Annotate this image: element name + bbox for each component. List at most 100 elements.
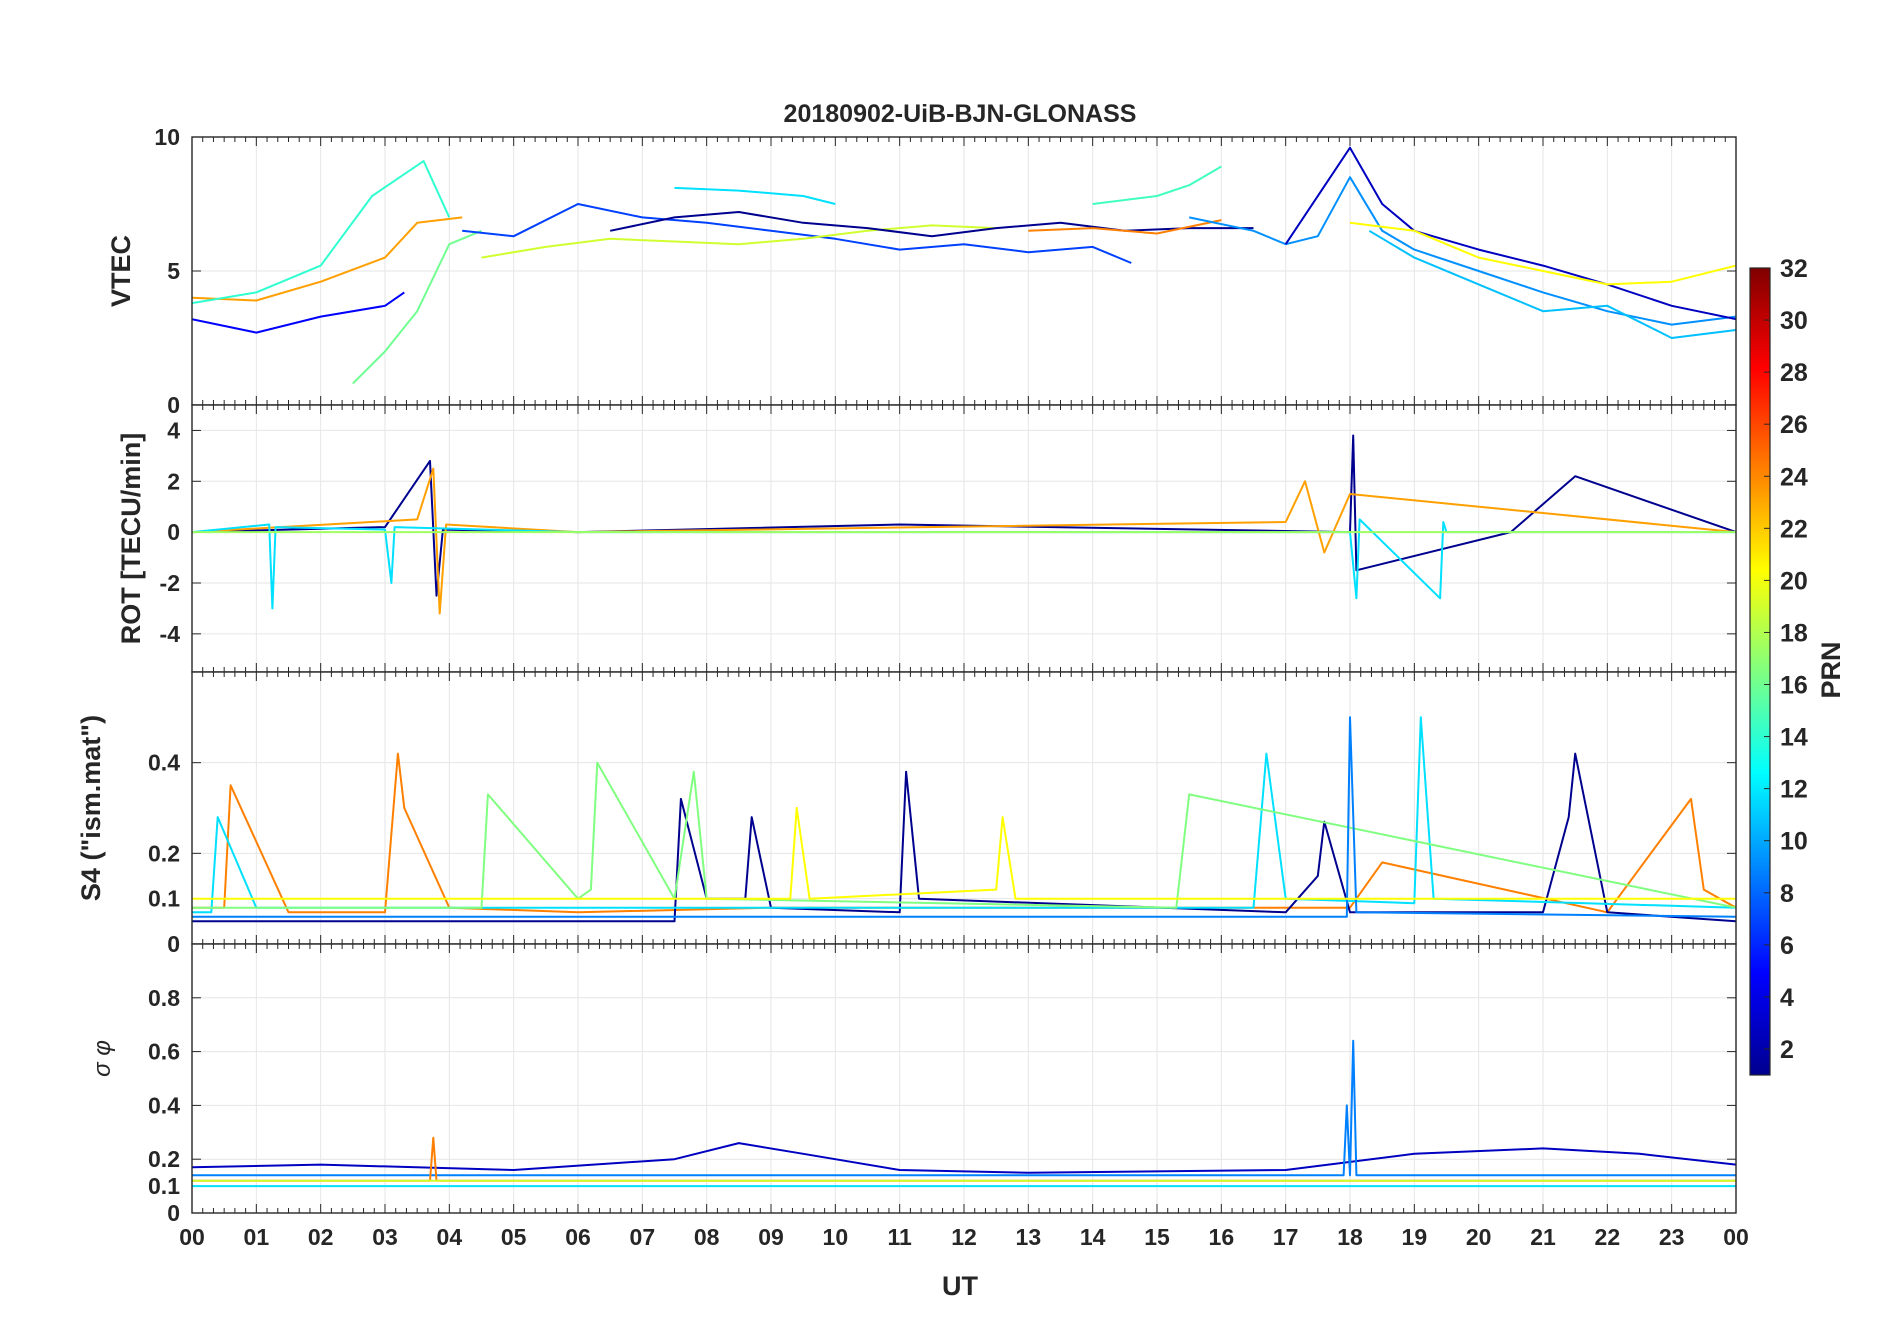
rot-y-tick-label: -4	[160, 621, 181, 647]
colorbar-tick-label: 2	[1780, 1036, 1794, 1064]
s4-series-prn-20	[192, 807, 1736, 900]
x-tick-label: 18	[1337, 1224, 1363, 1250]
colorbar-tick-label: 6	[1780, 932, 1794, 960]
x-tick-label: 00	[179, 1224, 205, 1250]
x-tick-label: 01	[244, 1224, 270, 1250]
s4-series-prn-16	[192, 761, 1736, 909]
sigma_phi-y-tick-label: 0.8	[148, 985, 180, 1011]
colorbar-tick-label: 4	[1780, 984, 1794, 1012]
x-tick-label: 09	[758, 1224, 784, 1250]
sigma_phi-series-prn-1	[192, 1142, 1736, 1174]
vtec-series-prn-14	[1092, 165, 1222, 205]
rot-y-axis-label: ROT [TECU/min]	[116, 433, 146, 644]
s4-y-tick-label: 0.1	[148, 886, 180, 912]
s4-series-prn-13	[192, 716, 1736, 914]
x-tick-label: 16	[1209, 1224, 1235, 1250]
vtec-series-prn-19	[481, 224, 997, 259]
colorbar-tick-label: 24	[1780, 463, 1808, 491]
sigma_phi-series-prn-9	[192, 1039, 1736, 1177]
vtec-series-prn-2	[1284, 146, 1736, 321]
sigma_phi-y-tick-label: 0.2	[148, 1146, 180, 1172]
colorbar-tick-label: 12	[1780, 776, 1808, 804]
rot-series-group	[192, 434, 1736, 615]
vtec-series-prn-15	[352, 229, 482, 385]
vtec-series-prn-1	[609, 211, 1254, 238]
vtec-series-prn-21	[192, 216, 463, 302]
panel-s4: 0 0.1 0.2 0.4 S4 ("ism.mat")	[76, 671, 1737, 957]
rot-y-tick-label: 2	[167, 468, 180, 494]
sigma_phi-y-axis-label: σ φ	[89, 1040, 116, 1077]
x-tick-label: 00	[1723, 1224, 1749, 1250]
colorbar-bar	[1749, 267, 1771, 1076]
x-tick-label: 19	[1402, 1224, 1428, 1250]
colorbar-tick-label: 22	[1780, 515, 1808, 543]
vtec-series-prn-12	[674, 186, 836, 205]
sigma_phi-y-tick-label: 0.1	[148, 1173, 180, 1199]
panel-rot: -4 -2 0 2 4 ROT [TECU/min]	[116, 404, 1737, 673]
x-tick-labels: 00 01 02 03 04 05 06 07 08 09 10 11 12 13 14 15 16 17 18 19…	[179, 1224, 1749, 1250]
vtec-series-prn-8	[1188, 176, 1736, 326]
figure-title: 20180902-UiB-BJN-GLONASS	[784, 100, 1137, 128]
rot-y-tick-label: 0	[167, 519, 180, 545]
s4-y-tick-label: 0	[167, 931, 180, 957]
vtec-series-prn-5	[462, 203, 1132, 264]
s4-series-prn-9	[192, 716, 1736, 918]
vtec-series-prn-3	[192, 291, 405, 334]
vtec-y-tick-label: 5	[167, 258, 180, 284]
x-tick-label: 12	[951, 1224, 977, 1250]
x-tick-label: 23	[1659, 1224, 1685, 1250]
x-tick-label: 05	[501, 1224, 527, 1250]
s4-y-axis-label: S4 ("ism.mat")	[76, 715, 106, 901]
x-tick-label: 22	[1595, 1224, 1621, 1250]
sigma_phi-y-tick-label: 0	[167, 1200, 180, 1226]
rot-y-tick-label: 4	[167, 417, 180, 443]
x-tick-label: 21	[1530, 1224, 1556, 1250]
x-axis-label: UT	[942, 1271, 978, 1301]
colorbar-tick-label: 32	[1780, 255, 1808, 283]
sigma_phi-y-tick-label: 0.6	[148, 1039, 180, 1065]
x-tick-label: 14	[1080, 1224, 1106, 1250]
colorbar-tick-label: 26	[1780, 411, 1808, 439]
x-tick-label: 15	[1144, 1224, 1170, 1250]
sigma_phi-series-group	[192, 1039, 1736, 1188]
s4-y-tick-label: 0.2	[148, 840, 180, 866]
colorbar-tick-label: 14	[1780, 724, 1808, 752]
colorbar-tick-label: 16	[1780, 672, 1808, 700]
s4-series-prn-23	[192, 752, 1736, 914]
panel-vtec: 0 5 10 VTEC	[106, 124, 1737, 418]
x-tick-label: 08	[694, 1224, 720, 1250]
sigma_phi-y-tick-label: 0.4	[148, 1092, 180, 1118]
vtec-series-prn-23	[1028, 219, 1222, 235]
colorbar-tick-label: 10	[1780, 828, 1808, 856]
x-tick-label: 07	[630, 1224, 656, 1250]
colorbar-tick-label: 28	[1780, 359, 1808, 387]
colorbar-tick-label: 20	[1780, 567, 1808, 595]
colorbar-tick-label: 8	[1780, 880, 1794, 908]
x-tick-label: 20	[1466, 1224, 1492, 1250]
x-tick-label: 04	[437, 1224, 463, 1250]
vtec-series-prn-20	[1349, 221, 1736, 286]
x-tick-label: 06	[565, 1224, 591, 1250]
x-tick-label: 17	[1273, 1224, 1299, 1250]
x-tick-label: 02	[308, 1224, 334, 1250]
x-tick-label: 03	[372, 1224, 398, 1250]
s4-series-group	[192, 716, 1736, 923]
vtec-series-prn-13	[192, 160, 451, 305]
rot-y-tick-label: -2	[160, 570, 180, 596]
vtec-series-group	[192, 146, 1736, 385]
vtec-y-tick-label: 10	[154, 124, 180, 150]
x-tick-label: 10	[823, 1224, 849, 1250]
colorbar-label: PRN	[1816, 641, 1846, 698]
vtec-y-tick-label: 0	[167, 392, 180, 418]
colorbar-tick-label: 30	[1780, 307, 1808, 335]
panel-sigma_phi: 00.10.2 0.4 0.6 0.8 σ φ	[89, 943, 1737, 1226]
sigma_phi-axes-box	[191, 943, 1737, 1214]
colorbar-tick-label: 18	[1780, 619, 1808, 647]
x-tick-label: 11	[888, 1224, 913, 1250]
s4-y-tick-label: 0.4	[148, 750, 180, 776]
x-tick-label: 13	[1016, 1224, 1042, 1250]
vtec-series-prn-11	[1368, 229, 1736, 339]
